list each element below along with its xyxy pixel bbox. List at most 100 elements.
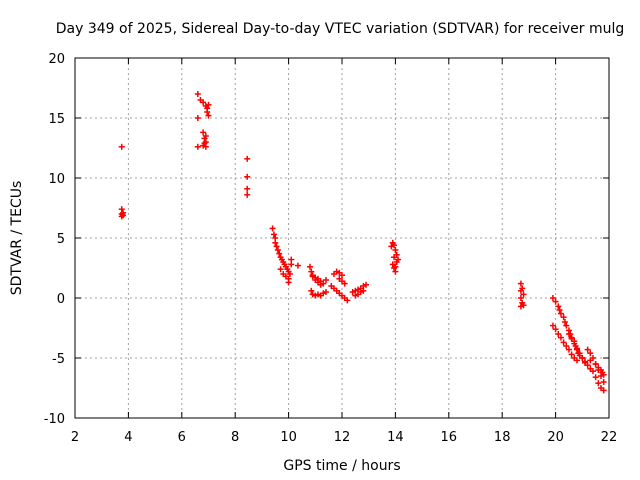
data-point [520, 302, 527, 309]
data-point [584, 346, 591, 353]
plot-frame [74, 57, 610, 419]
data-point [194, 91, 201, 97]
data-point [573, 345, 580, 352]
data-point [560, 339, 567, 346]
x-tick-label: 18 [494, 430, 511, 445]
data-point [244, 173, 251, 180]
data-point [204, 105, 211, 112]
data-point [595, 380, 602, 387]
x-tick-label: 4 [124, 430, 132, 445]
data-point [360, 287, 367, 294]
data-point [557, 310, 564, 317]
data-point [555, 303, 562, 310]
data-point [587, 350, 594, 357]
data-point [520, 291, 527, 298]
data-point [587, 357, 594, 364]
x-tick-label: 14 [387, 430, 404, 445]
data-point [272, 239, 279, 246]
y-tick-label: 10 [48, 172, 65, 187]
x-axis-label: GPS time / hours [283, 458, 400, 474]
data-point [285, 279, 292, 286]
data-point [552, 326, 559, 333]
data-point [341, 280, 348, 287]
x-tick-label: 22 [601, 430, 618, 445]
data-point [391, 254, 398, 261]
data-point [557, 334, 564, 341]
data-point [276, 250, 283, 257]
y-tick-label: 0 [57, 292, 65, 307]
y-tick-label: 15 [48, 112, 65, 127]
data-point [552, 298, 559, 305]
data-point [565, 346, 572, 353]
data-point [194, 143, 201, 150]
data-point [571, 340, 578, 347]
data-point [573, 357, 580, 364]
data-point [517, 280, 524, 287]
data-point [205, 112, 212, 119]
data-point [202, 143, 209, 150]
data-points [118, 91, 607, 394]
data-point [270, 231, 277, 238]
axis-ticks: 2 4 6 8 10 12 14 16 18 20 22 -10 -5 0 5 10 15 20 [44, 52, 618, 445]
data-point [205, 101, 212, 108]
data-point [391, 242, 398, 249]
y-tick-label: -10 [44, 412, 65, 427]
data-point [556, 307, 563, 313]
data-point [308, 287, 315, 294]
data-point [322, 277, 329, 283]
data-point [344, 297, 351, 304]
data-point [393, 259, 400, 265]
data-point [118, 143, 125, 150]
data-point [363, 281, 370, 288]
data-point [560, 314, 567, 321]
data-point [322, 289, 329, 295]
data-point [555, 331, 562, 337]
data-point [244, 155, 251, 162]
data-point [565, 331, 572, 337]
data-point [600, 371, 607, 378]
data-point [581, 359, 588, 366]
data-point [244, 185, 251, 192]
data-point [277, 266, 284, 273]
data-point [391, 265, 398, 271]
data-point [563, 322, 570, 329]
data-point [274, 247, 281, 253]
grid-lines [75, 58, 609, 418]
y-tick-label: 5 [57, 232, 65, 247]
x-tick-label: 6 [178, 430, 186, 445]
data-point [306, 263, 313, 270]
data-point [392, 263, 399, 270]
data-point [568, 335, 575, 342]
data-point [308, 268, 315, 275]
data-point [286, 271, 293, 277]
data-point [517, 287, 524, 294]
data-point [194, 115, 201, 121]
y-axis-label: SDTVAR / TECUs [9, 181, 25, 296]
x-tick-label: 8 [231, 430, 239, 445]
data-point [120, 209, 127, 216]
data-point [273, 243, 280, 250]
data-point [392, 247, 399, 253]
data-point [579, 355, 586, 361]
data-point [288, 261, 295, 268]
data-point [200, 129, 207, 136]
x-tick-label: 10 [280, 430, 297, 445]
data-point [563, 343, 570, 349]
x-tick-label: 20 [547, 430, 564, 445]
data-point [317, 281, 324, 288]
data-point [201, 140, 208, 147]
x-tick-label: 2 [71, 430, 79, 445]
data-point [294, 262, 301, 269]
chart-title: Day 349 of 2025, Sidereal Day-to-day VTE… [56, 21, 625, 37]
data-point [592, 361, 599, 367]
data-point [202, 133, 209, 139]
data-point [568, 351, 575, 358]
data-point [600, 387, 607, 394]
y-tick-label: 20 [48, 52, 65, 67]
x-tick-label: 16 [441, 430, 458, 445]
data-point [549, 295, 556, 301]
data-point [589, 368, 596, 375]
data-point [600, 379, 607, 385]
x-tick-label: 12 [334, 430, 351, 445]
